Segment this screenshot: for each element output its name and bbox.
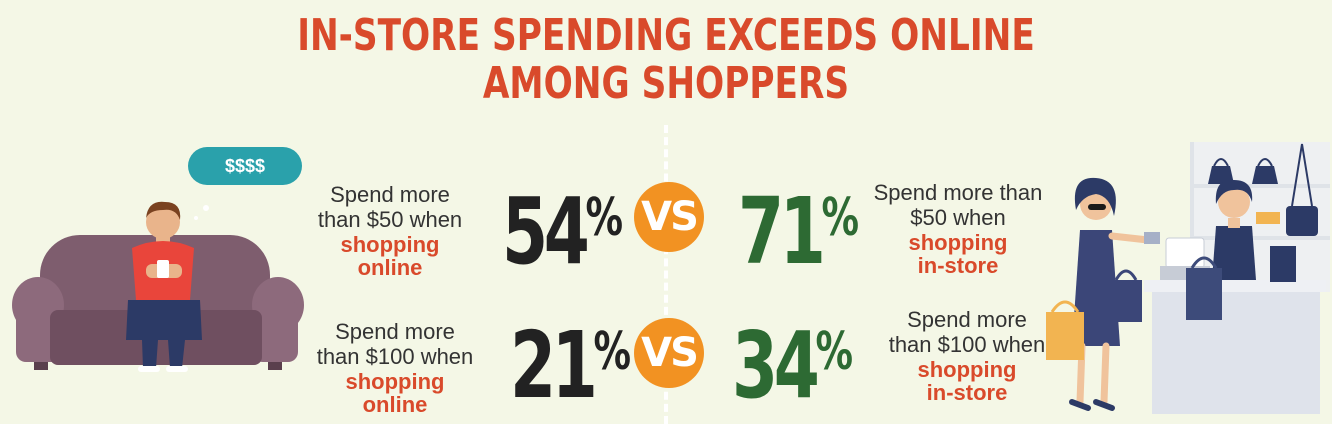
store-shopper-illustration [1046,142,1330,414]
row2-instore-value: 34 [732,312,820,419]
row2-instore-percent-sign: % [815,322,854,382]
row1-vs-badge: VS [634,182,704,252]
row2-instore-label-hl1: shopping [917,357,1017,382]
row1-instore-label-line1: Spend more than [873,180,1043,205]
row2-online-label-hl2: online [362,392,428,417]
row2-online-label: Spend more than $100 when shopping onlin… [305,319,485,417]
row1-instore-percent: 71% [738,172,859,278]
row1-instore-label: Spend more than $50 when shopping in-sto… [868,180,1048,278]
row2-instore-percent: 34% [732,306,853,412]
row1-instore-label-line2: $50 when [910,205,1006,230]
infographic-title: IN-STORE SPENDING EXCEEDS ONLINE AMONG S… [147,12,1186,108]
money-thought-bubble: $$$$ [188,147,302,185]
row2-instore-label-line2: than $100 when [888,332,1046,357]
row2-online-label-line2: than $100 when [316,344,474,369]
row1-online-label-line2: than $50 when [317,207,463,232]
row1-online-percent: 54% [502,172,623,278]
row2-instore-label-hl2: in-store [926,380,1008,405]
row1-instore-percent-sign: % [821,188,860,248]
couch-shopper-illustration [12,201,304,372]
row1-instore-label-hl1: shopping [908,230,1008,255]
row1-online-label-line1: Spend more [330,182,450,207]
row2-online-percent: 21% [510,306,631,412]
row1-online-label: Spend more than $50 when shopping online [305,182,475,280]
row1-online-value: 54 [502,178,590,285]
center-divider [664,125,668,424]
row2-instore-label-line1: Spend more [907,307,1027,332]
title-line-1: IN-STORE SPENDING EXCEEDS ONLINE [297,10,1035,61]
row2-online-value: 21 [510,312,598,419]
row1-online-label-hl2: online [357,255,423,280]
row1-online-percent-sign: % [585,188,624,248]
row2-online-label-hl1: shopping [345,369,445,394]
row1-online-label-hl1: shopping [340,232,440,257]
row2-vs-badge: VS [634,318,704,388]
row2-instore-label: Spend more than $100 when shopping in-st… [878,307,1056,405]
row1-instore-value: 71 [738,178,826,285]
row2-online-label-line1: Spend more [335,319,455,344]
row2-online-percent-sign: % [593,322,632,382]
row1-instore-label-hl2: in-store [917,253,999,278]
title-line-2: AMONG SHOPPERS [482,58,850,109]
